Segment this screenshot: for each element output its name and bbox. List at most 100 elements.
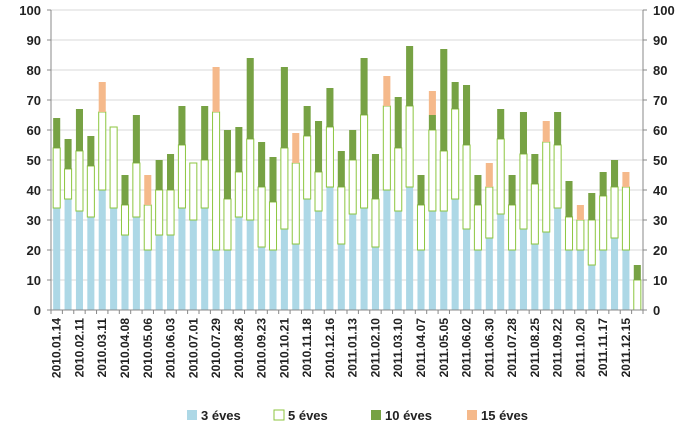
- bar-segment: [416, 204, 426, 251]
- bar-segment: [269, 157, 277, 202]
- bar-segment: [394, 147, 403, 212]
- x-tick-label: 2011.03.10: [391, 318, 405, 378]
- bar-segment: [280, 229, 288, 310]
- y-tick-label-left: 80: [27, 63, 41, 78]
- bar-segment: [382, 105, 391, 191]
- y-tick-label-right: 50: [653, 153, 667, 168]
- bar-segment: [121, 175, 129, 205]
- bar-segment: [246, 138, 255, 221]
- x-tick-label: 2011.07.28: [505, 318, 519, 378]
- bar-segment: [292, 244, 300, 310]
- series-15-éves: [98, 67, 630, 220]
- bar-segment: [280, 147, 289, 230]
- bar-segment: [554, 208, 562, 310]
- bar-segment: [451, 199, 459, 310]
- bar-segment: [178, 208, 186, 310]
- series-10-éves: [53, 46, 641, 280]
- legend-swatch: [467, 410, 477, 420]
- x-tick-label: 2011.02.10: [368, 318, 382, 378]
- bar-segment: [383, 76, 391, 106]
- y-tick-label-right: 80: [653, 63, 667, 78]
- legend-item: 10 éves: [371, 408, 432, 423]
- bar-segment: [303, 199, 311, 310]
- bar-segment: [497, 109, 505, 139]
- bar-segment: [144, 250, 152, 310]
- bar-segment: [440, 49, 448, 151]
- bar-segment: [428, 115, 436, 130]
- bar-segment: [611, 238, 619, 310]
- bar-segment: [201, 208, 209, 310]
- y-tick-label-right: 70: [653, 93, 667, 108]
- bar-segment: [269, 250, 277, 310]
- bar-segment: [565, 181, 573, 217]
- bar-segment: [406, 187, 414, 310]
- bar-segment: [588, 265, 596, 310]
- x-tick-label: 2010.04.08: [118, 318, 132, 378]
- bar-segment: [246, 220, 254, 310]
- bar-segment: [201, 106, 209, 160]
- bar-segment: [497, 214, 505, 310]
- y-tick-label-right: 30: [653, 213, 667, 228]
- bar-segment: [360, 208, 368, 310]
- bar-segment: [223, 198, 232, 251]
- legend-item: 3 éves: [187, 408, 241, 423]
- bar-segment: [235, 217, 243, 310]
- bar-segment: [155, 189, 164, 236]
- bar-segment: [325, 126, 334, 188]
- y-tick-label-right: 60: [653, 123, 667, 138]
- bar-segment: [234, 171, 243, 218]
- bar-segment: [405, 105, 414, 188]
- bar-segment: [109, 126, 118, 209]
- y-tick-label-right: 90: [653, 33, 667, 48]
- bar-segment: [155, 160, 163, 190]
- x-tick-label: 2011.06.02: [460, 318, 474, 378]
- bar-segment: [64, 199, 72, 310]
- bar-segment: [268, 201, 278, 251]
- bar-segment: [223, 130, 231, 199]
- bar-segment: [212, 111, 221, 251]
- bar-segment: [451, 82, 459, 109]
- legend-item: 15 éves: [467, 408, 528, 423]
- x-tick-label: 2010.01.14: [50, 318, 64, 378]
- bar-segment: [462, 144, 471, 230]
- y-tick-label-right: 10: [653, 273, 667, 288]
- x-tick-label: 2011.12.15: [619, 318, 633, 378]
- bar-segment: [576, 205, 584, 220]
- y-tick-label-left: 0: [34, 303, 41, 318]
- bar-segment: [86, 165, 95, 218]
- bar-series: [52, 46, 642, 311]
- x-tick-label: 2011.08.25: [528, 318, 542, 378]
- bar-segment: [189, 162, 198, 221]
- x-tick-label: 2010.07.01: [186, 318, 200, 378]
- bar-segment: [349, 214, 357, 310]
- bar-segment: [485, 163, 493, 187]
- bar-segment: [622, 172, 630, 187]
- y-tick-label-left: 70: [27, 93, 41, 108]
- bar-segment: [473, 204, 482, 251]
- bar-segment: [303, 135, 312, 200]
- bar-segment: [348, 159, 357, 215]
- x-tick-label: 2011.04.07: [414, 318, 428, 378]
- y-tick-label-right: 100: [653, 3, 675, 18]
- bar-segment: [588, 193, 596, 220]
- y-tick-label-right: 40: [653, 183, 667, 198]
- bar-segment: [611, 160, 619, 187]
- bar-segment: [406, 46, 414, 106]
- bar-segment: [394, 211, 402, 310]
- y-tick-label-left: 90: [27, 33, 41, 48]
- bar-segment: [417, 250, 425, 310]
- legend-label: 3 éves: [201, 408, 241, 423]
- legend-label: 10 éves: [385, 408, 432, 423]
- legend-item: 5 éves: [273, 408, 328, 423]
- y-tick-label-left: 40: [27, 183, 41, 198]
- bar-segment: [75, 109, 83, 151]
- bar-segment: [177, 144, 186, 209]
- legend-swatch: [371, 410, 381, 420]
- bar-segment: [463, 85, 471, 145]
- bar-segment: [417, 175, 425, 205]
- bar-segment: [166, 189, 175, 236]
- bar-segment: [360, 58, 368, 115]
- bar-segment: [451, 108, 460, 200]
- bar-segment: [246, 58, 254, 139]
